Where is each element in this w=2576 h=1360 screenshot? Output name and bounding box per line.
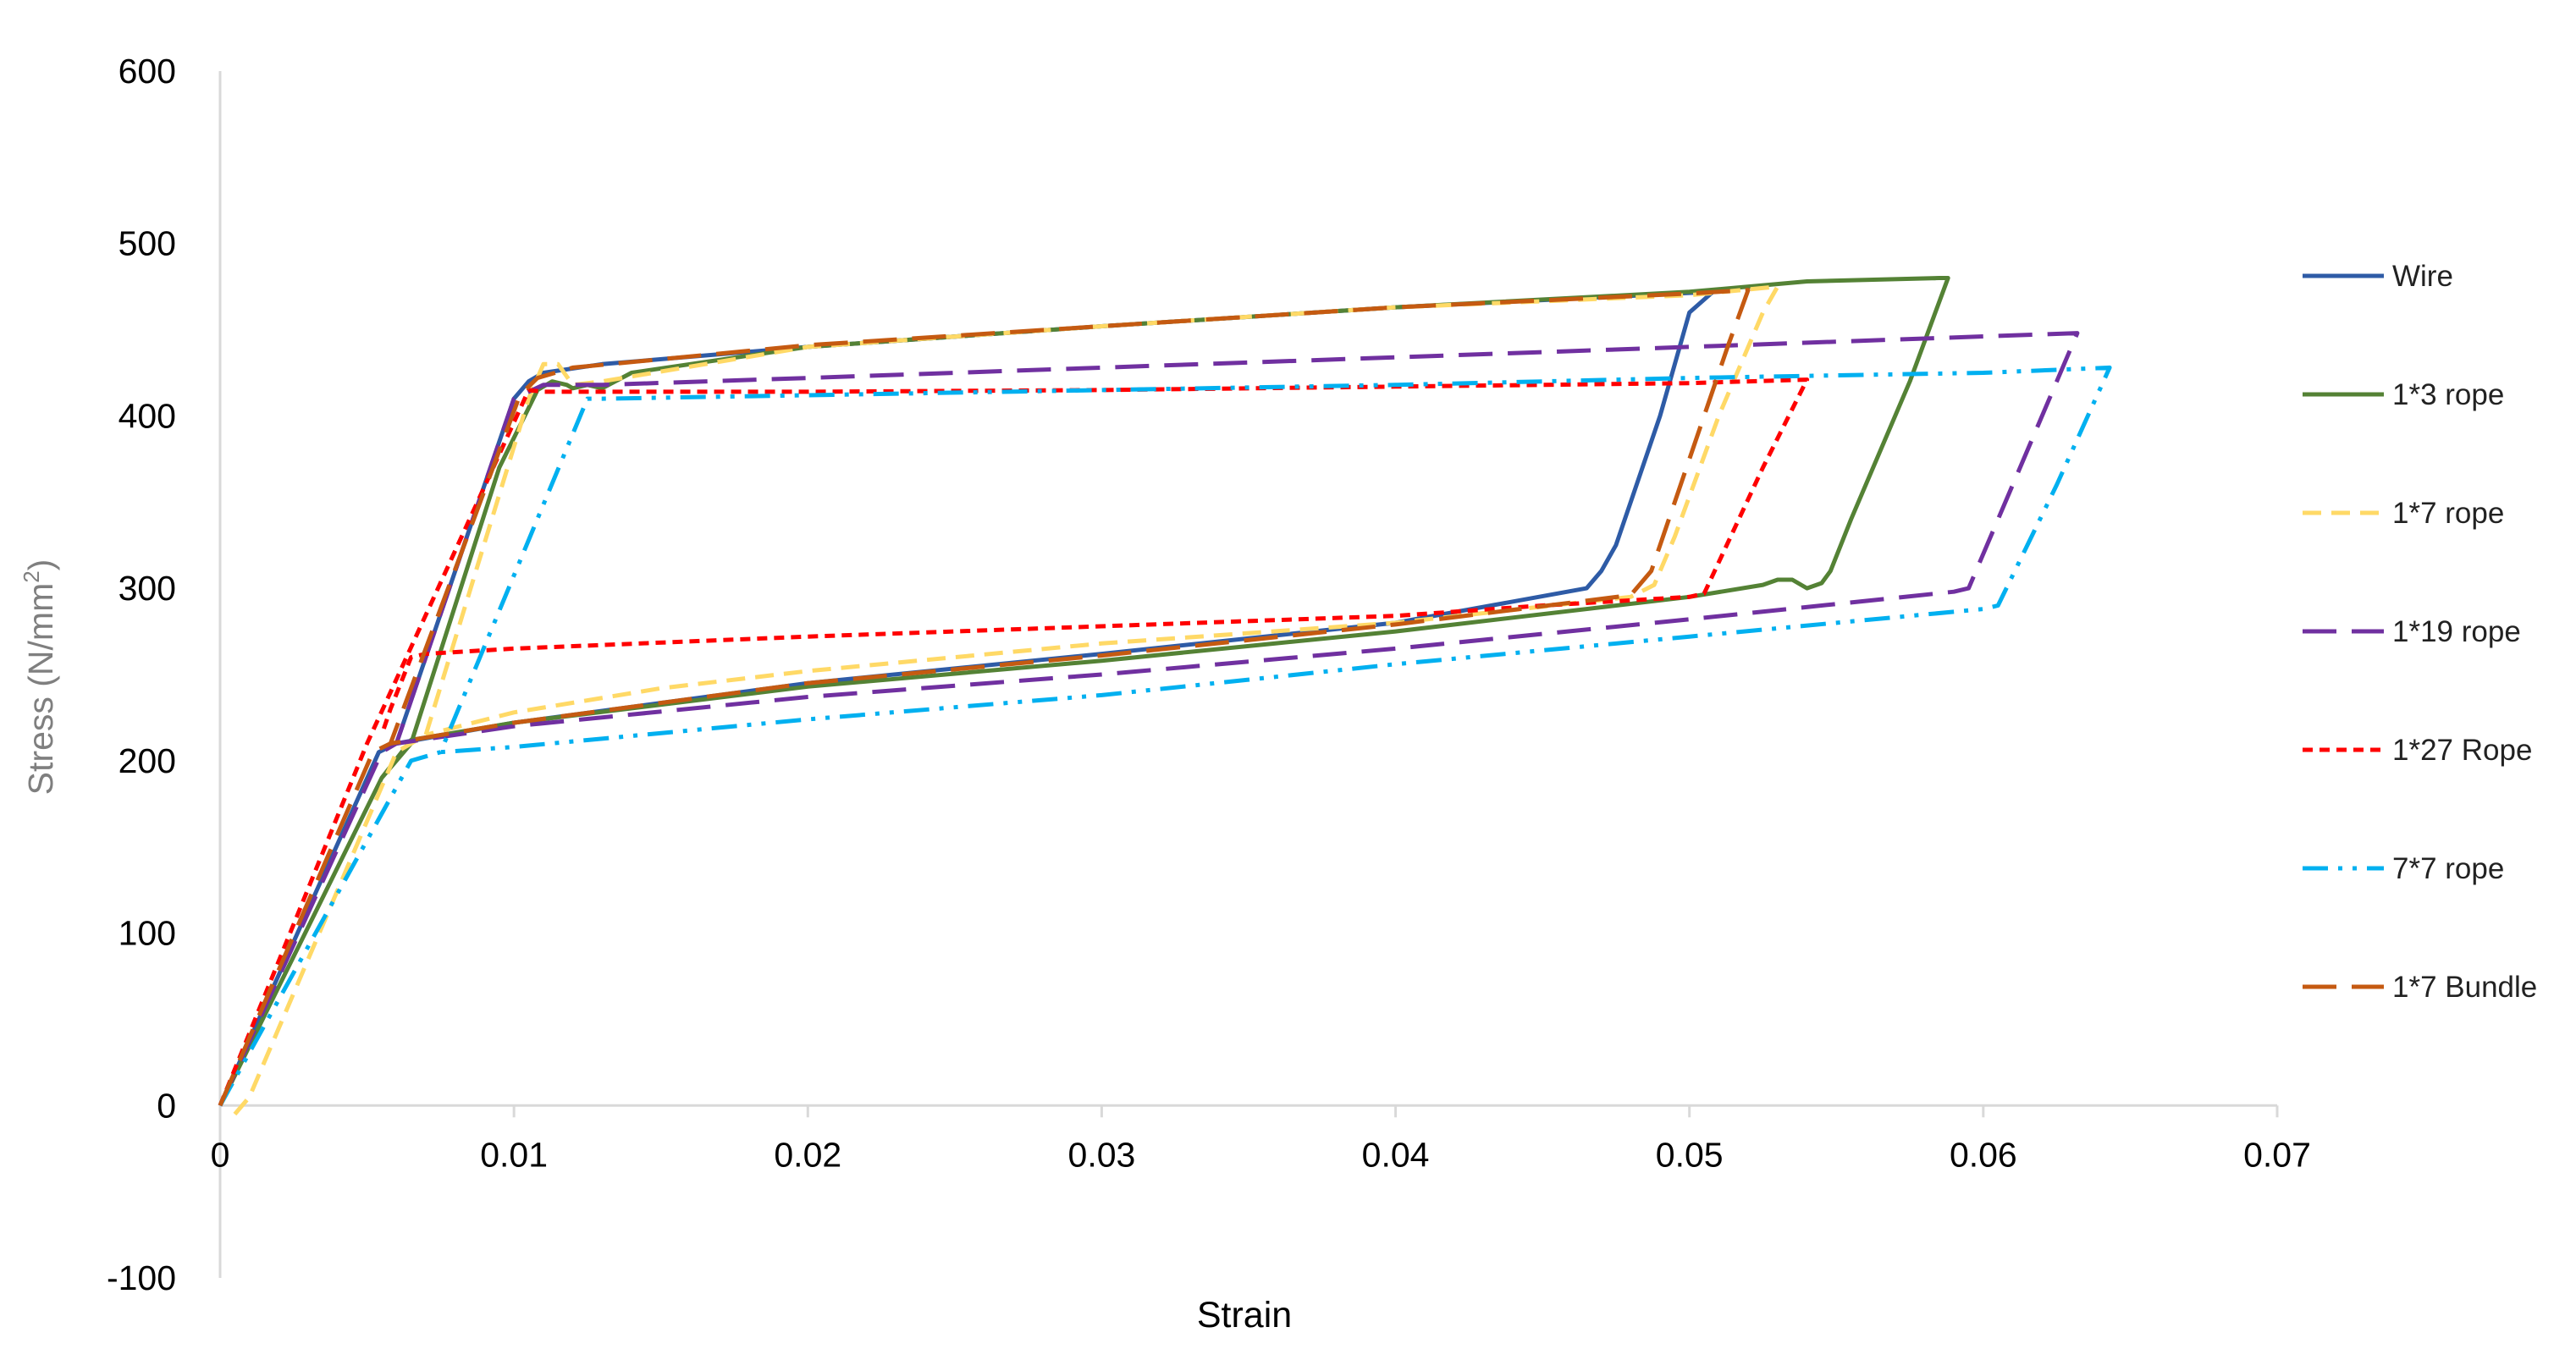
legend-label: 1*3 rope [2392, 378, 2504, 411]
x-tick-label: 0.04 [1362, 1135, 1430, 1174]
y-tick-label: 400 [119, 396, 176, 435]
y-tick-label: 200 [119, 741, 176, 780]
y-tick-label: 100 [119, 914, 176, 953]
y-tick-label: 300 [119, 569, 176, 608]
legend-label: 1*7 rope [2392, 497, 2504, 530]
legend-label: 1*19 rope [2392, 615, 2521, 648]
legend-label: 1*7 Bundle [2392, 971, 2537, 1004]
y-axis-title-superscript: 2 [19, 570, 44, 582]
legend-label: 1*27 Rope [2392, 734, 2532, 767]
legend-item: 1*3 rope [2303, 378, 2504, 411]
y-tick-label: -100 [107, 1258, 176, 1297]
y-axis-title-main: Stress (N/mm [21, 583, 60, 796]
x-tick-label: 0.07 [2243, 1135, 2311, 1174]
legend-item: 1*7 Bundle [2303, 971, 2537, 1004]
legend-item: 1*19 rope [2303, 615, 2521, 648]
series-line-3 [218, 331, 2080, 1107]
legend-label: Wire [2392, 260, 2453, 293]
x-tick-label: 0 [211, 1135, 230, 1174]
series-lines [218, 276, 2112, 1116]
series-line-2 [233, 284, 1780, 1116]
series-line-1 [218, 276, 1950, 1107]
x-tick-label: 0.02 [774, 1135, 841, 1174]
y-tick-label: 600 [119, 52, 176, 91]
y-tick-label: 500 [119, 224, 176, 263]
x-tick-label: 0.03 [1068, 1135, 1136, 1174]
y-axis-title-suffix: ) [21, 559, 60, 571]
x-tick-label: 0.05 [1656, 1135, 1724, 1174]
y-axis-title: Stress (N/mm2) [19, 559, 60, 796]
series-line-5 [218, 365, 2112, 1107]
tick-labels: 0 0.01 0.02 0.03 0.04 0.05 0.06 0.07 -100 0 100 200… [107, 52, 2311, 1297]
axes [218, 71, 2279, 1278]
series-line-0 [218, 289, 1715, 1107]
legend-item: 1*7 rope [2303, 497, 2504, 530]
x-tick-label: 0.01 [480, 1135, 548, 1174]
legend-item: 7*7 rope [2303, 852, 2504, 885]
y-tick-label: 0 [157, 1086, 176, 1125]
series-line-4 [218, 377, 1810, 1107]
legend-item: Wire [2303, 260, 2453, 293]
legend-item: 1*27 Rope [2303, 734, 2532, 767]
x-axis-title: Strain [1197, 1295, 1292, 1335]
legend-label: 7*7 rope [2392, 852, 2504, 885]
series-line-6 [218, 288, 1751, 1107]
x-tick-label: 0.06 [1950, 1135, 2017, 1174]
legend: Wire 1*3 rope 1*7 rope 1*19 rope 1*27 Rope 7*… [2303, 260, 2537, 1004]
